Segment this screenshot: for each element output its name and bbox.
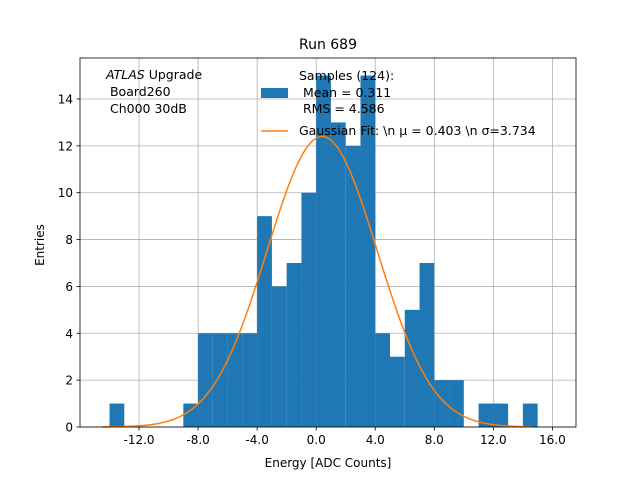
histogram-bar xyxy=(434,380,450,427)
upgrade-label: Upgrade xyxy=(145,67,203,82)
atlas-label: ATLAS xyxy=(105,67,145,82)
legend-hist-label-line3: RMS = 4.586 xyxy=(299,101,385,116)
gaussian-fit xyxy=(102,135,531,428)
board-label: Board260 xyxy=(106,84,171,99)
chart-title: Run 689 xyxy=(299,37,357,53)
histogram-bar xyxy=(198,333,213,427)
legend-hist-swatch xyxy=(261,88,288,98)
histogram-bar xyxy=(449,380,464,427)
histogram-bar xyxy=(227,333,243,427)
histogram-bar xyxy=(257,216,272,427)
histogram-bar xyxy=(212,333,228,427)
x-tick-label: 12.0 xyxy=(480,433,507,447)
x-tick-label: -4.0 xyxy=(245,433,268,447)
legend-hist-label-line1: Samples (124): xyxy=(299,68,394,83)
y-tick-label: 8 xyxy=(65,233,73,247)
y-tick-label: 14 xyxy=(58,93,73,107)
x-tick-label: 4.0 xyxy=(366,433,385,447)
histogram-bars xyxy=(109,75,538,428)
histogram-bar xyxy=(271,286,287,427)
atlas-annotation: ATLAS Upgrade Board260 Ch000 30dB xyxy=(105,67,202,116)
svg-text:ATLAS Upgrade: ATLAS Upgrade xyxy=(105,67,202,82)
histogram-bar xyxy=(404,309,420,427)
histogram-bar xyxy=(330,122,346,427)
histogram-bar xyxy=(522,403,538,427)
x-axis-label: Energy [ADC Counts] xyxy=(265,456,392,470)
histogram-bar xyxy=(390,356,405,427)
y-axis-label: Entries xyxy=(33,224,47,266)
channel-label: Ch000 30dB xyxy=(106,101,187,116)
y-tick-label: 10 xyxy=(58,186,73,200)
legend-fit-label: Gaussian Fit: \n μ = 0.403 \n σ=3.734 xyxy=(299,123,536,138)
histogram-bar xyxy=(286,263,302,427)
histogram-bar xyxy=(375,333,390,427)
histogram-bar xyxy=(242,333,258,427)
histogram-bar xyxy=(345,145,361,427)
axis-ticks: -12.0 -8.0 -4.0 0.0 4.0 8.0 12.0 16.0 0 2 4 6 8 10 12 1… xyxy=(58,93,566,448)
y-tick-label: 12 xyxy=(58,139,73,153)
histogram-bar xyxy=(360,75,376,428)
histogram-bar xyxy=(301,192,317,427)
histogram-bar xyxy=(183,403,199,427)
y-tick-label: 4 xyxy=(65,327,73,341)
axes-frame xyxy=(79,57,577,428)
x-tick-label: 16.0 xyxy=(539,433,566,447)
x-tick-label: -8.0 xyxy=(186,433,209,447)
histogram-bar xyxy=(109,403,125,427)
histogram-bar xyxy=(478,403,494,427)
x-tick-label: 8.0 xyxy=(425,433,444,447)
histogram-bar xyxy=(419,263,435,427)
x-tick-label: 0.0 xyxy=(307,433,326,447)
y-tick-label: 2 xyxy=(65,374,73,388)
histogram-bar xyxy=(316,75,331,428)
legend: Samples (124): Mean = 0.311 RMS = 4.586 … xyxy=(261,68,536,138)
x-tick-label: -12.0 xyxy=(124,433,155,447)
gaussian-fit-curve xyxy=(102,135,531,428)
y-tick-label: 6 xyxy=(65,280,73,294)
y-tick-label: 0 xyxy=(65,421,73,435)
histogram-bar xyxy=(493,403,509,427)
legend-hist-label-line2: Mean = 0.311 xyxy=(299,85,391,100)
